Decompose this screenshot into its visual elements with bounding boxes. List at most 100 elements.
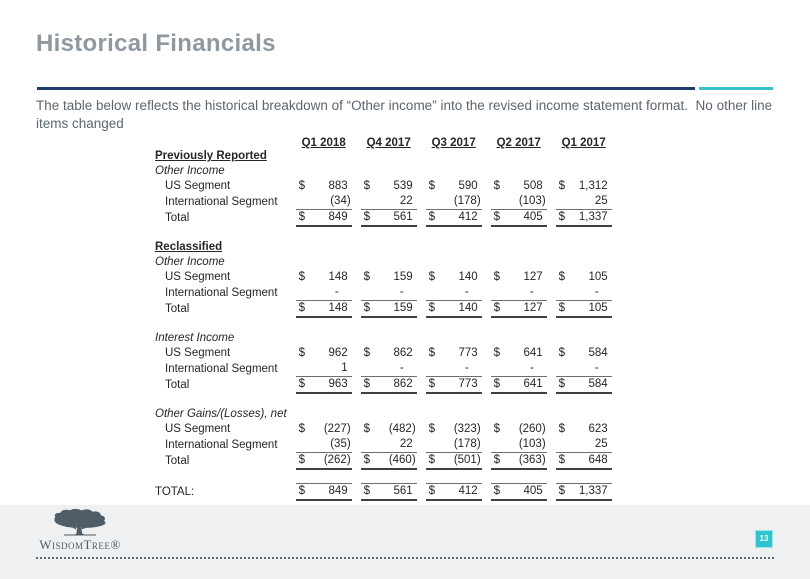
- table-row: US Segment $148 $159 $140 $127 $105: [155, 270, 612, 285]
- row-label: US Segment: [165, 347, 231, 359]
- cell-value: 773: [458, 347, 478, 359]
- cell-value: (178): [453, 195, 481, 207]
- cell-value: -: [594, 362, 599, 374]
- cell-value: -: [594, 286, 599, 298]
- value-cell: $641: [491, 346, 547, 361]
- dollar-sign: $: [363, 454, 371, 466]
- dollar-sign: $: [428, 423, 436, 435]
- value-cell: $140: [425, 301, 482, 318]
- dollar-sign: $: [493, 423, 501, 435]
- column-header-q1-2018: Q1 2018: [296, 133, 352, 149]
- cell-value: 773: [458, 378, 478, 390]
- spacer-row: [155, 318, 612, 331]
- row-label: International Segment: [165, 362, 278, 375]
- cell-value: 105: [588, 302, 608, 314]
- cell-value: 25: [594, 438, 608, 450]
- table-row: Total $148 $159 $140 $127 $105: [155, 301, 612, 318]
- slide-subtitle: The table below reflects the historical …: [36, 98, 773, 131]
- cell-value: 849: [328, 485, 348, 497]
- dollar-sign: $: [558, 211, 566, 223]
- dollar-sign: $: [493, 378, 501, 390]
- section-header-row: Previously Reported: [155, 149, 612, 164]
- cell-value: 159: [393, 302, 413, 314]
- dollar-sign: $: [298, 302, 306, 314]
- row-label: Other Gains/(Losses), net: [155, 408, 287, 420]
- value-cell: $539: [361, 179, 417, 194]
- value-cell: $849: [295, 483, 352, 501]
- value-cell: $584: [556, 346, 612, 361]
- cell-value: (501): [453, 454, 481, 466]
- value-cell: $148: [295, 301, 352, 318]
- table-row: Total $ (262) $ (460) $ (501) $ (363) $648: [155, 453, 612, 470]
- value-cell: -: [360, 285, 417, 301]
- cell-value: 883: [328, 180, 348, 192]
- dollar-sign: $: [428, 302, 436, 314]
- value-cell: $159: [360, 301, 417, 318]
- dollar-sign: $: [363, 423, 371, 435]
- group-label-row: Other Income: [155, 255, 612, 270]
- table-row: US Segment $ (227) $ (482) $ (323) $ (260) $623: [155, 422, 612, 437]
- dollar-sign: $: [363, 180, 371, 192]
- value-cell: $412: [425, 483, 482, 501]
- row-label: Other Income: [155, 256, 225, 268]
- column-header-label: Q1 2018: [301, 137, 346, 149]
- cell-value: 584: [588, 378, 608, 390]
- dollar-sign: $: [493, 211, 501, 223]
- cell-value: 963: [328, 378, 348, 390]
- cell-value: (103): [518, 195, 546, 207]
- row-label: Reclassified: [155, 241, 223, 253]
- group-label-row: Other Income: [155, 164, 612, 179]
- cell-value: 862: [393, 378, 413, 390]
- row-label: TOTAL:: [155, 485, 195, 498]
- tree-icon: [54, 509, 106, 536]
- value-cell: (34): [295, 194, 352, 210]
- dollar-sign: $: [363, 271, 371, 283]
- page-title: Historical Financials: [36, 30, 276, 57]
- value-cell: $ (460): [360, 453, 417, 470]
- dollar-sign: $: [493, 271, 501, 283]
- row-label: Total: [165, 379, 190, 391]
- value-cell: $849: [295, 210, 352, 227]
- cell-value: 849: [328, 211, 348, 223]
- row-label: Total: [165, 455, 190, 467]
- cell-value: 140: [458, 302, 478, 314]
- value-cell: 1: [295, 361, 352, 377]
- dollar-sign: $: [558, 180, 566, 192]
- cell-value: 561: [393, 211, 413, 223]
- row-label: Other Income: [155, 165, 225, 177]
- value-cell: $561: [360, 483, 417, 501]
- dollar-sign: $: [298, 454, 306, 466]
- dollar-sign: $: [493, 302, 501, 314]
- cell-value: 648: [588, 454, 608, 466]
- dollar-sign: $: [298, 347, 306, 359]
- section-header-row: Reclassified: [155, 240, 612, 255]
- spacer-row: [155, 470, 612, 483]
- value-cell: (35): [295, 437, 352, 453]
- row-label: International Segment: [165, 286, 278, 299]
- group-label-row: Interest Income: [155, 331, 612, 346]
- dollar-sign: $: [298, 423, 306, 435]
- row-label: International Segment: [165, 438, 278, 451]
- value-cell: (178): [425, 194, 482, 210]
- dollar-sign: $: [298, 271, 306, 283]
- cell-value: 22: [399, 438, 413, 450]
- column-header-q3-2017: Q3 2017: [426, 133, 482, 149]
- value-cell: $584: [555, 377, 612, 394]
- value-cell: -: [555, 285, 612, 301]
- value-cell: $862: [361, 346, 417, 361]
- value-cell: $641: [490, 377, 547, 394]
- cell-value: -: [529, 286, 534, 298]
- page-number-badge: 13: [755, 530, 773, 548]
- dollar-sign: $: [298, 485, 306, 497]
- cell-value: (363): [518, 454, 546, 466]
- cell-value: 159: [393, 271, 413, 283]
- spacer-cell: [155, 318, 612, 331]
- cell-value: -: [399, 286, 404, 298]
- spacer-row: [155, 394, 612, 407]
- row-label: International Segment: [165, 195, 278, 208]
- dollar-sign: $: [493, 485, 501, 497]
- cell-value: 148: [328, 302, 348, 314]
- value-cell: $140: [426, 270, 482, 285]
- spacer-cell: [155, 470, 612, 483]
